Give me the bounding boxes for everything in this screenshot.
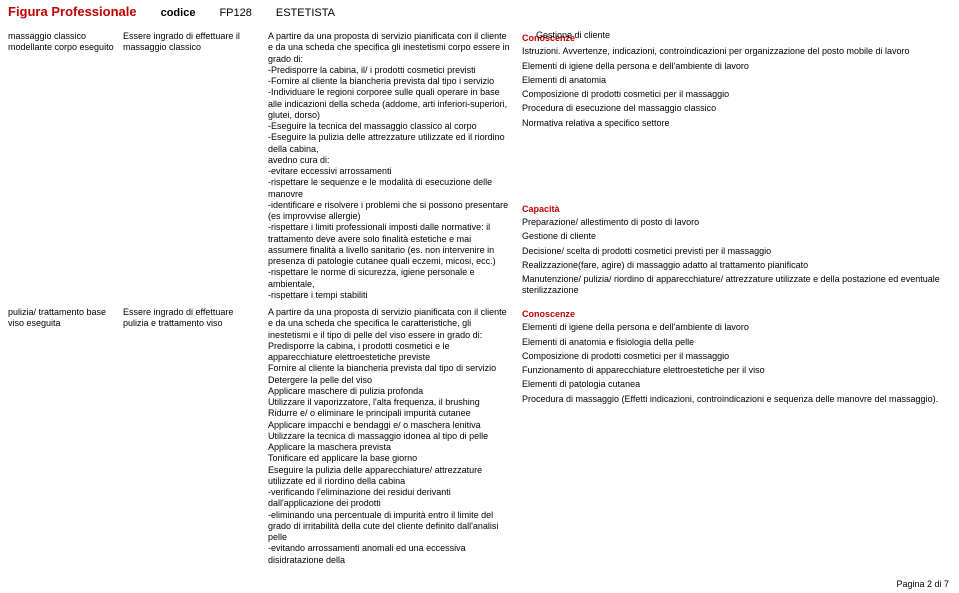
knowledge-line: Elementi di anatomia <box>522 75 951 86</box>
competence-cell: Essere ingrado di effettuare pulizia e t… <box>123 307 268 566</box>
knowledge-line: Manutenzione/ pulizia/ riordino di appar… <box>522 274 951 297</box>
table-row: massaggio classico modellante corpo eseg… <box>8 31 951 301</box>
spacer <box>522 132 951 202</box>
page-header: Figura Professionale codice FP128 ESTETI… <box>0 0 959 31</box>
knowledge-line: Istruzioni. Avvertenze, indicazioni, con… <box>522 46 951 57</box>
competence-cell: Essere ingrado di effettuare il massaggi… <box>123 31 268 301</box>
profession-name: ESTETISTA <box>276 7 335 19</box>
knowledge-line: Funzionamento di apparecchiature elettro… <box>522 365 951 376</box>
section-title: Conoscenze <box>522 309 951 320</box>
knowledge-line: Gestione di cliente <box>522 231 951 242</box>
section-title: Capacità <box>522 204 951 215</box>
codice-value: FP128 <box>219 7 251 19</box>
activity-cell: pulizia/ trattamento base viso eseguita <box>8 307 123 566</box>
knowledge-line: Elementi di igiene della persona e dell'… <box>522 61 951 72</box>
knowledge-line: Procedura di massaggio (Effetti indicazi… <box>522 394 951 405</box>
figure-title: Figura Professionale <box>8 4 137 19</box>
knowledge-line: Elementi di igiene della persona e dell'… <box>522 322 951 333</box>
knowledge-line: Preparazione/ allestimento di posto di l… <box>522 217 951 228</box>
knowledge-cell: ConoscenzeIstruzioni. Avvertenze, indica… <box>518 31 951 301</box>
description-cell: A partire da una proposta di servizio pi… <box>268 307 518 566</box>
page-footer: Pagina 2 di 7 <box>896 579 949 589</box>
knowledge-line: Elementi di patologia cutanea <box>522 379 951 390</box>
description-cell: A partire da una proposta di servizio pi… <box>268 31 518 301</box>
knowledge-line: Decisione/ scelta di prodotti cosmetici … <box>522 246 951 257</box>
knowledge-line: Composizione di prodotti cosmetici per i… <box>522 89 951 100</box>
knowledge-line: Composizione di prodotti cosmetici per i… <box>522 351 951 362</box>
knowledge-line: Procedura di esecuzione del massaggio cl… <box>522 103 951 114</box>
knowledge-line: Normativa relativa a specifico settore <box>522 118 951 129</box>
table-row: pulizia/ trattamento base viso eseguitaE… <box>8 307 951 566</box>
knowledge-line: Realizzazione(fare, agire) di massaggio … <box>522 260 951 271</box>
activity-cell: massaggio classico modellante corpo eseg… <box>8 31 123 301</box>
top-right-note: Gestione di cliente <box>536 30 610 40</box>
codice-label: codice <box>161 7 196 19</box>
knowledge-line: Elementi di anatomia e fisiologia della … <box>522 337 951 348</box>
knowledge-cell: Conoscenze Elementi di igiene della perso… <box>518 307 951 566</box>
content-area: massaggio classico modellante corpo eseg… <box>0 31 959 572</box>
